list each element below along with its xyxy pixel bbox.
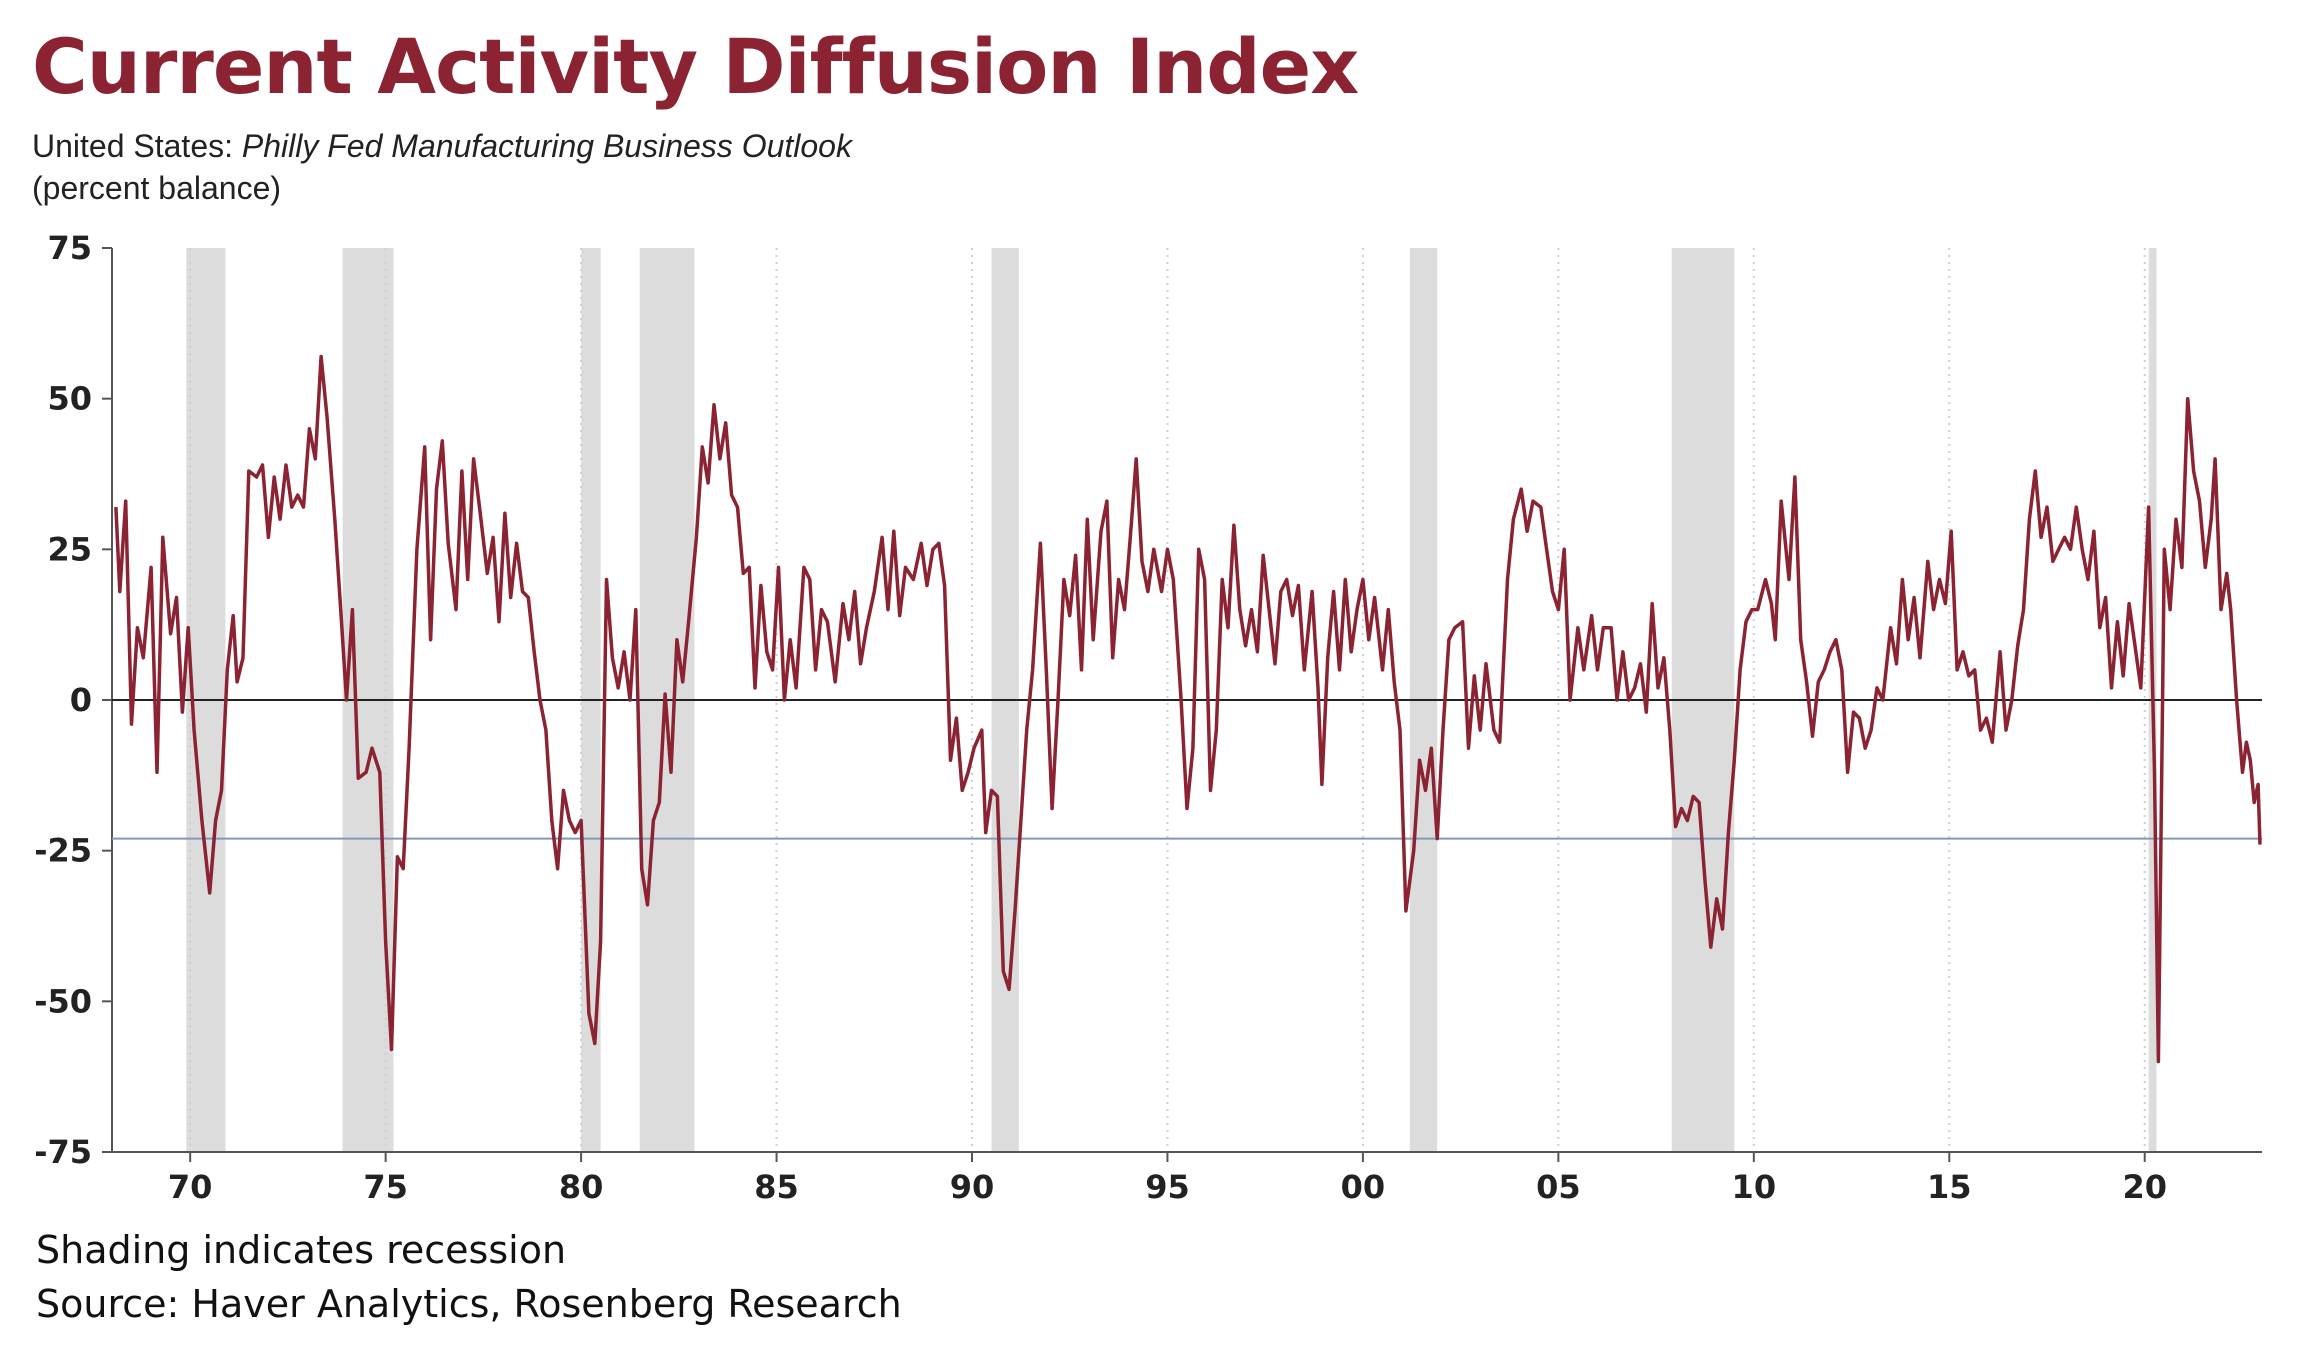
y-tick-label: -50 bbox=[34, 982, 92, 1020]
x-tick-label: 90 bbox=[950, 1168, 995, 1206]
y-tick-label: 50 bbox=[47, 380, 92, 418]
chart-title: Current Activity Diffusion Index bbox=[32, 22, 1359, 111]
reference-lines bbox=[112, 699, 2262, 840]
x-tick-label: 75 bbox=[363, 1168, 408, 1206]
subtitle-series-name: Philly Fed Manufacturing Business Outloo… bbox=[241, 128, 852, 164]
x-tick-label: 80 bbox=[559, 1168, 604, 1206]
chart-units: (percent balance) bbox=[32, 170, 282, 206]
x-tick-label: 15 bbox=[1927, 1168, 1972, 1206]
y-tick-label: 0 bbox=[70, 681, 92, 719]
recession-note: Shading indicates recession bbox=[36, 1228, 567, 1272]
y-tick-label: -75 bbox=[34, 1133, 92, 1171]
source-note: Source: Haver Analytics, Rosenberg Resea… bbox=[36, 1282, 902, 1326]
y-tick-label: 25 bbox=[47, 530, 92, 568]
chart-subtitle: United States: Philly Fed Manufacturing … bbox=[32, 128, 852, 165]
y-tick-label: 75 bbox=[47, 229, 92, 267]
series-layer bbox=[114, 354, 2262, 1064]
x-tick-label: 95 bbox=[1145, 1168, 1190, 1206]
series-line bbox=[114, 354, 2262, 1064]
x-tick-label: 10 bbox=[1732, 1168, 1777, 1206]
y-tick-label: -25 bbox=[34, 832, 92, 870]
x-tick-label: 70 bbox=[168, 1168, 213, 1206]
subtitle-prefix: United States: bbox=[32, 128, 242, 164]
x-axis-ticks: 70 75 80 85 90 95 00 05 10 15 20 bbox=[168, 1152, 2167, 1206]
y-axis-ticks: 75 50 25 0 -25 -50 -75 bbox=[34, 229, 112, 1171]
x-tick-label: 00 bbox=[1341, 1168, 1386, 1206]
x-tick-label: 05 bbox=[1536, 1168, 1581, 1206]
x-tick-label: 20 bbox=[2122, 1168, 2167, 1206]
x-tick-label: 85 bbox=[754, 1168, 799, 1206]
